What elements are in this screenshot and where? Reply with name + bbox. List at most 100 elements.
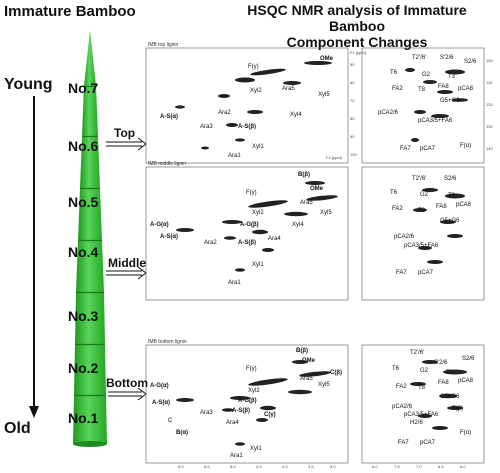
y-tick: 50	[350, 62, 355, 67]
segment-label-5: No.5	[68, 194, 99, 210]
y-tick: 100	[486, 58, 493, 63]
peak-label: T3	[446, 370, 454, 376]
peak-label: S2/6	[464, 59, 477, 65]
peak-label: B(β)	[298, 172, 310, 178]
peak-label: C	[168, 418, 173, 424]
peak-label: Ara5	[282, 86, 295, 92]
peak-label: FA7	[400, 146, 411, 152]
peak-label: FA7	[396, 270, 407, 276]
peak-label: T6	[390, 70, 398, 76]
segment-label-3: No.3	[68, 308, 99, 324]
peak-label: Ara2	[218, 110, 231, 116]
peak-label: T2'/6'	[412, 176, 427, 182]
peak-label: Xyl1	[252, 144, 264, 150]
bamboo-shoot	[73, 30, 107, 447]
segment-label-4: No.4	[68, 244, 99, 260]
peak-label: Ara4	[226, 420, 239, 426]
peak-label: T3	[448, 74, 456, 80]
peak-label: C(γ)	[264, 412, 276, 418]
peak-label: G2	[420, 368, 429, 374]
right-title: HSQC NMR analysis of Immature Bamboo Com…	[222, 2, 492, 50]
panel-title-middle: IMB middle lignin	[148, 161, 187, 167]
segment-label-6: No.6	[68, 138, 99, 154]
peak-label: Xyl5	[320, 210, 332, 216]
x-tick: 7.5	[394, 464, 400, 469]
peak-label: T6	[390, 190, 398, 196]
peak-label: F(γ)	[246, 190, 257, 196]
peak-label: pCA2/6	[392, 404, 413, 410]
position-label-top: Top	[114, 126, 136, 140]
panel-top-right-frame	[361, 47, 485, 164]
x-tick: 4.0	[282, 464, 288, 469]
peak-label: Ara1	[228, 153, 241, 159]
peak-label: Xyl2	[252, 210, 264, 216]
x-tick: 4.5	[256, 464, 262, 469]
panel-title-bottom: IMB bottom lignin	[148, 339, 187, 345]
peak-label: pCA8	[456, 202, 472, 208]
contours-bottom	[176, 360, 467, 446]
x-tick: 3.5	[308, 464, 314, 469]
peak-label: S2/6	[462, 356, 475, 362]
peak-label: T2'/6'	[410, 350, 425, 356]
x-tick: 7.0	[416, 464, 422, 469]
peak-label: Ara4	[268, 236, 281, 242]
peak-label: A-G(β)	[238, 398, 257, 404]
right-title-line1: HSQC NMR analysis of Immature Bamboo	[247, 2, 467, 34]
peak-label: Xyl1	[250, 446, 262, 452]
left-title: Immature Bamboo	[4, 3, 136, 20]
y-tick: 110	[486, 80, 493, 85]
peak-label: Ara1	[230, 453, 243, 459]
position-label-middle: Middle	[108, 256, 146, 270]
panel-top-left-frame	[145, 47, 349, 164]
peak-label: T8	[418, 208, 426, 214]
peak-label: Ara1	[228, 280, 241, 286]
peak-label: Xyl1	[252, 262, 264, 268]
peak-label: OMe	[302, 358, 316, 364]
peak-label: pCA8	[458, 378, 474, 384]
peak-label: B(β)	[296, 348, 308, 354]
x-tick: 5.5	[204, 464, 210, 469]
y-tick: 70	[350, 98, 355, 103]
panel-mid-right-frame	[361, 166, 485, 301]
y-tick: 120	[486, 102, 493, 107]
peak-label: A-S(α)	[152, 400, 171, 406]
peak-label: Xyl4	[292, 222, 304, 228]
x-tick: 6.0	[178, 464, 184, 469]
peak-label: FA8	[438, 84, 449, 90]
young-label: Young	[4, 76, 53, 93]
peak-label: G5+G6	[440, 98, 460, 104]
peak-label: F(α)	[460, 430, 472, 436]
peak-label: Xyl4	[290, 112, 302, 118]
x-tick: 3.0	[330, 464, 336, 469]
peak-label: A-S(α)	[160, 234, 179, 240]
peak-label: pCA8	[458, 86, 474, 92]
peak-label: T3	[448, 193, 456, 199]
y-unit: F1 [ppm]	[350, 50, 366, 55]
peak-label: T8	[418, 385, 426, 391]
segment-label-7: No.7	[68, 80, 99, 96]
peak-label: Ara3	[200, 124, 213, 130]
peak-label: S2/6	[444, 176, 457, 182]
y-tick: 80	[350, 116, 355, 121]
x-unit: F2 [ppm]	[326, 155, 342, 160]
x-tick: 5.0	[230, 464, 236, 469]
contours-middle	[176, 181, 465, 272]
right-title-line2: Component Changes	[286, 34, 428, 50]
peak-label: pCA7	[420, 146, 436, 152]
peak-label: A-S(β)	[232, 408, 250, 414]
peak-label: T6	[392, 366, 400, 372]
peak-label: Ara2	[204, 240, 217, 246]
peak-label: G5+G6	[440, 218, 460, 224]
peak-label: Xyl5	[318, 382, 330, 388]
peak-label: pCA3/5+FA6	[404, 243, 439, 249]
peak-label: F(α)	[460, 143, 472, 149]
x-tick: 6.5	[438, 464, 444, 469]
panel-bot-right-frame	[361, 344, 485, 464]
old-label: Old	[4, 420, 31, 437]
peak-label: OMe	[320, 56, 334, 62]
segment-label-2: No.2	[68, 360, 99, 376]
peak-label: FA8	[436, 204, 447, 210]
peak-label: Ara3	[200, 410, 213, 416]
y-tick: 140	[486, 146, 493, 151]
